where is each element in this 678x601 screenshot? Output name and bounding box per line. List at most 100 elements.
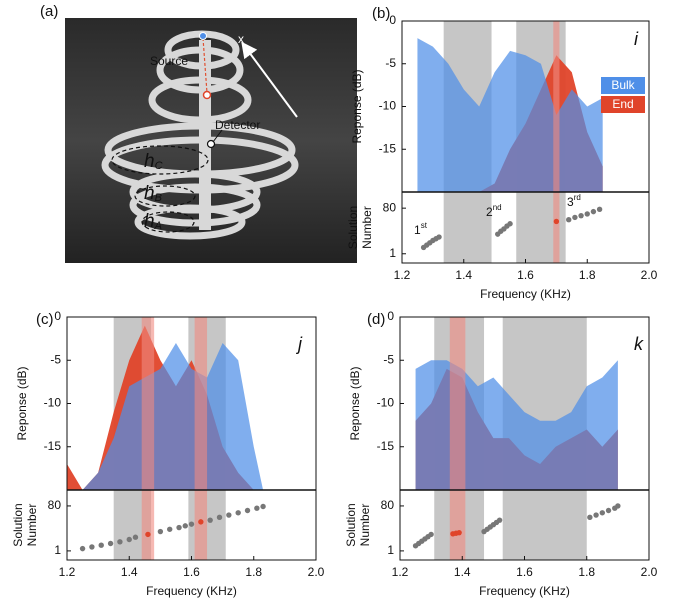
source-path	[202, 37, 208, 94]
solution-point	[126, 536, 132, 543]
mode-label: i	[634, 29, 639, 49]
y-tick-label: 80	[48, 498, 62, 512]
end-point	[553, 218, 560, 225]
x-axis-label: Frequency (KHz)	[146, 584, 237, 598]
y-axis-label: Solution	[344, 503, 358, 546]
y-axis-label: Number	[25, 504, 39, 547]
x-tick-label: 1.8	[245, 565, 262, 579]
solution-point	[605, 507, 612, 514]
x-tick-label: 1.2	[392, 565, 409, 579]
red-band	[141, 317, 155, 560]
y-tick-label: -10	[44, 396, 62, 410]
end-point	[456, 529, 462, 536]
detector-pointer	[212, 129, 223, 143]
solution-point	[117, 539, 123, 545]
x-tick-label: 1.8	[579, 268, 596, 282]
panel-label: (b)	[372, 5, 390, 22]
y-axis-label: Reponse (dB)	[350, 69, 364, 143]
annotation: 2nd	[486, 203, 502, 219]
solution-point	[260, 503, 266, 510]
red-band	[449, 317, 466, 560]
solution-point	[572, 214, 578, 221]
y-axis-label: Number	[360, 206, 374, 249]
mode-label: k	[634, 334, 644, 354]
x-tick-label: 1.2	[394, 268, 411, 282]
solution-point	[587, 514, 593, 521]
y-axis-label: Reponse (dB)	[15, 366, 29, 440]
solution-point	[98, 542, 104, 548]
end-point	[198, 519, 204, 525]
annotation: 3rd	[567, 193, 581, 209]
solution-point	[207, 517, 213, 523]
coils	[101, 30, 299, 240]
solution-point	[244, 507, 251, 514]
detector-label: Detector	[215, 118, 260, 132]
x-tick-label: 1.6	[517, 268, 534, 282]
y-tick-label: 0	[54, 309, 61, 323]
y-tick-label: -5	[50, 352, 61, 366]
y-tick-label: -15	[377, 439, 395, 453]
solution-point	[157, 528, 164, 535]
y-tick-label: 80	[383, 200, 397, 214]
source-dot	[199, 32, 207, 40]
y-tick-label: 0	[389, 13, 396, 27]
axis-label: x	[238, 32, 244, 46]
solution-point	[254, 505, 260, 511]
x-tick-label: 1.8	[578, 565, 595, 579]
height-outlines	[111, 145, 209, 233]
solution-point	[176, 524, 182, 531]
y-tick-label: 0	[387, 309, 394, 323]
solution-point	[235, 510, 241, 516]
area	[415, 360, 618, 490]
x-tick-label: 2.0	[308, 565, 325, 579]
x-tick-label: 2.0	[641, 268, 658, 282]
y-tick-label: -10	[377, 396, 395, 410]
photo-panel: (a) Source Detector x hC hB hA	[40, 3, 357, 263]
height-label: hA	[144, 211, 162, 232]
annotation: 1st	[414, 221, 428, 237]
x-arrow	[241, 41, 298, 118]
red-band	[553, 21, 560, 263]
solution-point	[496, 517, 503, 523]
solution-point	[590, 208, 597, 215]
solution-point	[593, 512, 599, 518]
legend-swatch	[601, 77, 645, 94]
y-tick-label: 1	[389, 246, 396, 260]
solution-point	[182, 523, 188, 529]
height-label: hC	[144, 151, 163, 172]
solution-point	[226, 512, 232, 518]
solution-point	[596, 206, 603, 213]
solution-point	[428, 531, 434, 538]
x-axis-label: Frequency (KHz)	[479, 584, 570, 598]
solution-point	[599, 510, 606, 516]
y-tick-label: -5	[383, 352, 394, 366]
solution-point	[188, 521, 195, 527]
end-point	[145, 531, 151, 538]
y-axis-label: Solution	[11, 503, 25, 546]
source-label: Source	[150, 54, 188, 68]
solution-point	[436, 234, 442, 240]
legend-label: End	[612, 97, 633, 111]
mode-label: j	[295, 334, 303, 354]
y-tick-label: 1	[387, 543, 394, 557]
y-tick-label: 80	[381, 498, 395, 512]
solution-point	[507, 221, 513, 227]
solution-point	[79, 545, 86, 552]
x-tick-label: 1.6	[183, 565, 200, 579]
area	[417, 38, 603, 192]
y-tick-label: 1	[54, 543, 61, 557]
red-dot	[202, 90, 212, 100]
legend-label: Bulk	[611, 78, 635, 92]
solution-point	[89, 544, 95, 550]
solution-point	[107, 540, 114, 547]
area	[67, 342, 264, 490]
x-tick-label: 1.4	[454, 565, 471, 579]
red-band	[194, 317, 208, 560]
detector-dot	[206, 139, 216, 149]
y-tick-label: -5	[385, 56, 396, 70]
y-axis-label: Reponse (dB)	[348, 366, 362, 440]
solution-point	[578, 212, 584, 219]
y-axis-label: Solution	[346, 206, 360, 249]
